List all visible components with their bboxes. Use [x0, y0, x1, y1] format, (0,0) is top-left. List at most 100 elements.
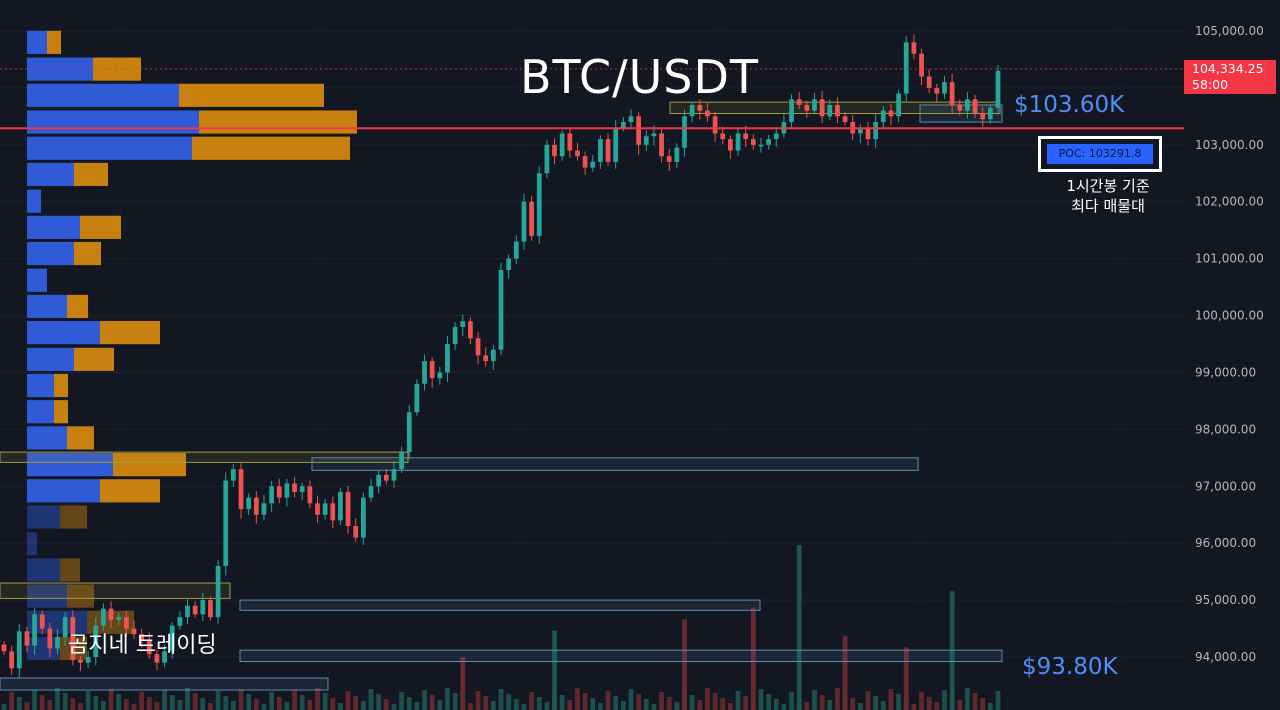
candle-body [116, 617, 122, 621]
volume-bar [353, 696, 359, 710]
volume-bar [383, 699, 389, 710]
volume-bar [452, 693, 458, 710]
volume-spike [796, 545, 802, 710]
candle-body [32, 614, 37, 646]
volume-bar [582, 693, 588, 710]
volume-bar [208, 703, 213, 710]
volume-bar [628, 689, 634, 710]
profile-buy-bar [27, 294, 67, 319]
volume-bar [468, 703, 473, 710]
current-price-label[interactable]: 104,334.25 58:00 [1184, 60, 1276, 94]
candle-body [651, 133, 657, 137]
volume-bar [231, 701, 236, 710]
volume-bar [162, 690, 167, 710]
volume-bar [399, 692, 404, 710]
candle-body [513, 241, 519, 259]
profile-sell-bar [80, 215, 121, 239]
volume-bar [758, 689, 764, 710]
candle-body [720, 133, 726, 140]
candle-body [697, 104, 703, 111]
volume-bar [284, 702, 290, 710]
supply-zone-box [311, 457, 919, 471]
profile-buy-bar [27, 400, 54, 424]
volume-bar [55, 688, 60, 710]
volume-bar [338, 703, 343, 710]
demand-zone-box [239, 599, 761, 611]
price-axis-bg [1184, 0, 1280, 710]
volume-bar [322, 693, 328, 710]
volume-profile [27, 30, 357, 661]
poc-caption-line-1: 1시간봉 기준 [1066, 177, 1150, 195]
candle-body [857, 127, 863, 134]
volume-bar [674, 702, 680, 710]
profile-sell-bar [67, 294, 88, 319]
profile-buy-bar [27, 83, 179, 107]
volume-bar [299, 695, 305, 710]
candle-body [330, 503, 336, 521]
volume-bar [896, 694, 901, 710]
volume-bar [636, 694, 642, 710]
candle-body [567, 133, 573, 151]
candle-body [414, 383, 420, 413]
price-tick-label: 100,000.00 [1195, 309, 1264, 323]
candle-body [231, 469, 236, 481]
volume-bar [146, 697, 152, 710]
price-tick-label: 96,000.00 [1195, 536, 1256, 550]
profile-sell-bar [74, 241, 101, 266]
candle-body [980, 113, 986, 120]
volume-bars [1, 545, 1001, 710]
profile-buy-bar [27, 584, 67, 608]
volume-bar [643, 699, 649, 710]
candle-body [743, 133, 749, 140]
volume-bar [9, 692, 15, 710]
candle-body [383, 474, 389, 481]
profile-sell-bar [67, 584, 94, 608]
candle-body [911, 42, 917, 54]
volume-bar [123, 699, 129, 710]
volume-bar [735, 691, 741, 710]
volume-bar [345, 691, 351, 710]
candle-body [987, 107, 993, 120]
volume-bar [781, 704, 787, 710]
candle-body [483, 355, 489, 362]
candle-body [108, 608, 114, 621]
candle-body [812, 99, 817, 111]
volume-bar [659, 692, 664, 710]
candle-body [926, 76, 932, 88]
price-tick-label: 97,000.00 [1195, 479, 1256, 493]
volume-bar [743, 696, 749, 710]
candle-countdown: 58:00 [1192, 77, 1229, 92]
volume-bar [483, 696, 489, 710]
volume-bar [330, 698, 336, 710]
profile-buy-bar [27, 505, 60, 529]
profile-sell-bar [199, 110, 357, 134]
volume-bar [429, 695, 435, 710]
poc-caption: 1시간봉 기준 최다 매물대 [1050, 176, 1166, 216]
price-tick-label: 102,000.00 [1195, 195, 1264, 209]
volume-spike [682, 619, 687, 710]
price-axis: 105,000.00104,000.00103,000.00102,000.00… [1184, 0, 1280, 710]
volume-bar [965, 688, 970, 710]
profile-buy-bar [27, 241, 74, 266]
candle-body [521, 201, 527, 242]
volume-spike [842, 635, 848, 710]
candle-body [55, 637, 60, 649]
volume-bar [108, 689, 114, 710]
profile-sell-bar [87, 610, 134, 634]
volume-bar [850, 698, 856, 710]
candle-body [24, 631, 30, 646]
volume-bar [705, 688, 710, 710]
volume-bar [873, 696, 879, 710]
candle-body [368, 486, 374, 498]
volume-bar [437, 700, 443, 710]
candle-body [735, 133, 741, 151]
volume-bar [406, 697, 412, 710]
candle-body [299, 486, 305, 492]
candle-body [238, 469, 244, 510]
volume-bar [888, 689, 894, 710]
volume-bar [995, 691, 1001, 710]
volume-spike [750, 607, 756, 710]
volume-bar [605, 691, 611, 710]
candle-body [85, 657, 91, 663]
